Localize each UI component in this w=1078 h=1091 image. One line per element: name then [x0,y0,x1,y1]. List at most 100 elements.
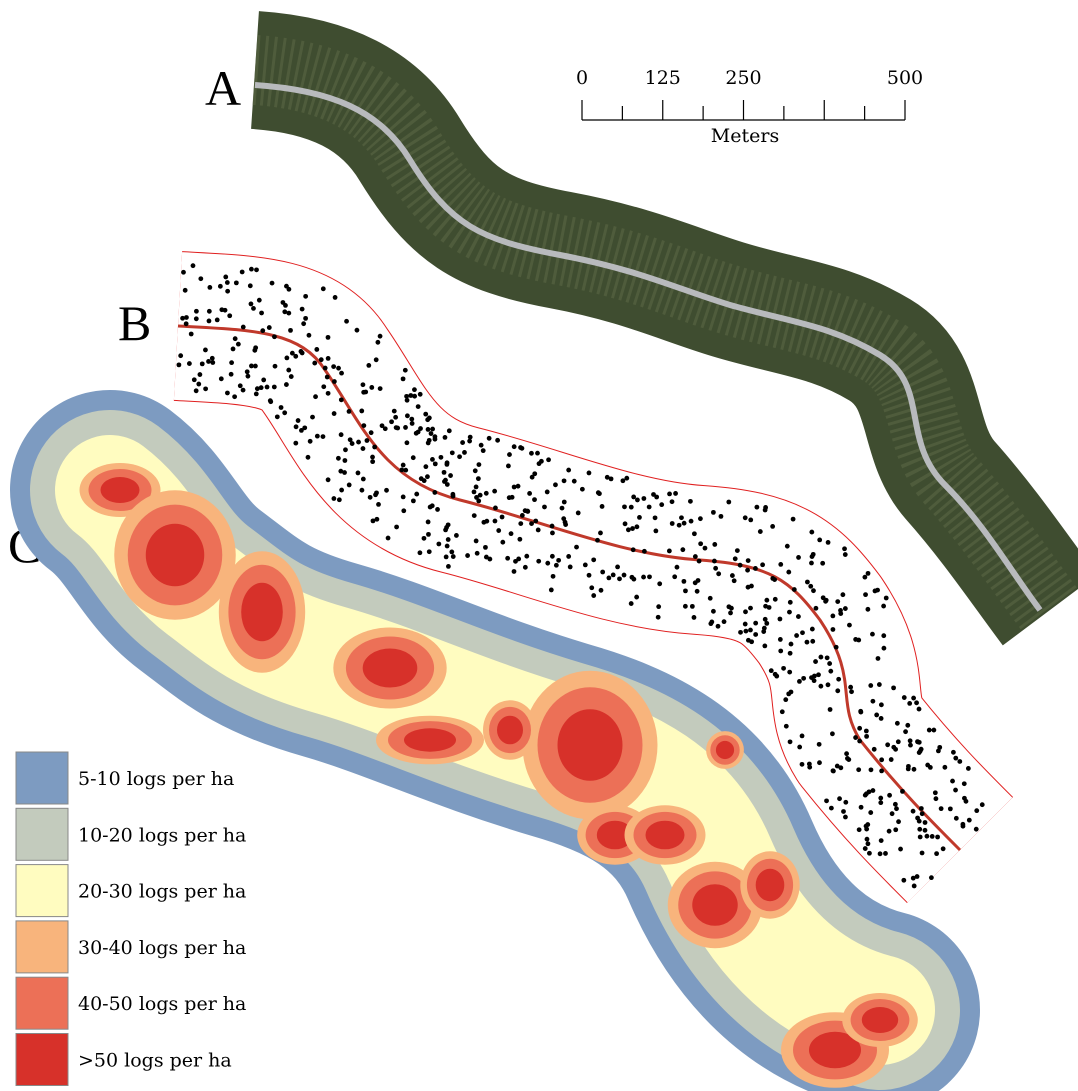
log-point [848,685,853,690]
log-point [536,559,541,564]
log-point [872,747,877,752]
log-point [401,508,406,513]
log-point [550,531,555,536]
log-point [516,557,521,562]
log-point [630,526,635,531]
log-point [881,633,886,638]
log-point [339,397,344,402]
log-point [758,529,763,534]
log-point [473,468,478,473]
log-point [360,488,365,493]
log-point [472,513,477,518]
density-blob [241,583,283,642]
log-point [763,604,768,609]
density-blob [101,477,140,503]
log-point [859,805,864,810]
log-point [432,490,437,495]
log-point [563,520,568,525]
log-point [512,485,517,490]
log-point [878,800,883,805]
log-point [394,525,399,530]
log-point [811,552,816,557]
log-point [672,574,677,579]
log-point [629,505,634,510]
log-point [865,607,870,612]
log-point [495,438,500,443]
figure: A B C Meters 0125250500 5-10 logs per ha… [0,0,1078,1091]
log-point [825,655,830,660]
log-point [647,505,652,510]
log-point [623,521,628,526]
log-point [630,575,635,580]
panel-label: B [118,295,151,351]
log-point [198,276,203,281]
log-point [891,685,896,690]
log-point [835,599,840,604]
log-point [426,520,431,525]
log-point [916,740,921,745]
log-point [272,385,277,390]
log-point [545,561,550,566]
log-point [622,504,627,509]
log-point [374,357,379,362]
log-point [474,485,479,490]
log-point [375,517,380,522]
legend-swatch [16,808,68,860]
log-point [426,532,431,537]
log-point [621,478,626,483]
log-point [551,574,556,579]
log-point [801,676,806,681]
log-point [361,382,366,387]
log-point [496,528,501,533]
log-point [906,767,911,772]
log-point [518,521,523,526]
log-point [347,483,352,488]
log-point [474,539,479,544]
log-point [293,354,298,359]
log-point [703,546,708,551]
legend-label: 40-50 logs per ha [78,993,246,1015]
log-point [240,270,245,275]
log-point [881,604,886,609]
log-point [525,509,530,514]
log-point [246,374,251,379]
scale-bar: Meters 0125250500 [576,67,923,147]
log-point [259,311,264,316]
log-point [879,838,884,843]
log-point [430,427,435,432]
legend-label: 5-10 logs per ha [78,768,234,790]
log-point [908,743,913,748]
log-point [953,788,958,793]
log-point [842,546,847,551]
log-point [225,280,230,285]
log-point [524,554,529,559]
log-point [912,884,917,889]
log-point [651,492,656,497]
log-point [238,383,243,388]
log-point [411,498,416,503]
log-point [738,563,743,568]
log-point [653,515,658,520]
log-point [836,677,841,682]
log-point [697,559,702,564]
log-point [254,267,259,272]
log-point [708,596,713,601]
log-point [546,457,551,462]
log-point [476,476,481,481]
log-point [863,846,868,851]
log-point [828,669,833,674]
log-point [957,759,962,764]
log-point [260,328,265,333]
log-point [637,515,642,520]
log-point [450,450,455,455]
log-point [386,536,391,541]
log-point [843,815,848,820]
log-point [896,739,901,744]
scale-tick-label: 500 [887,67,923,89]
log-point [667,491,672,496]
log-point [810,639,815,644]
log-point [809,561,814,566]
log-point [355,328,360,333]
log-point [484,555,489,560]
log-point [200,361,205,366]
